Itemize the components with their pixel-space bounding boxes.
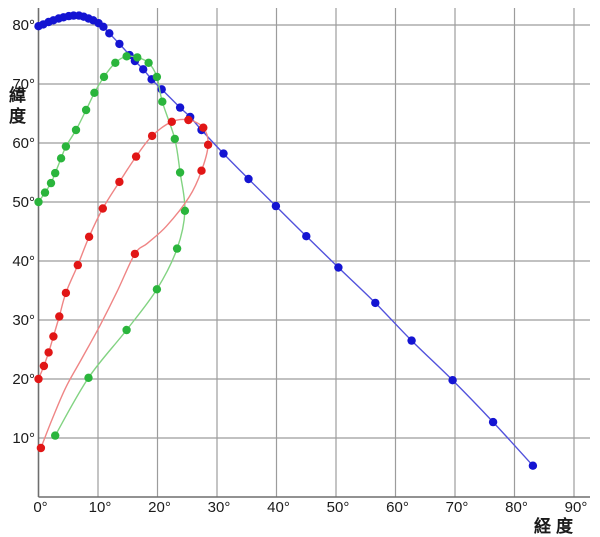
red-track-point xyxy=(44,348,53,357)
x-tick-label: 0° xyxy=(33,499,47,516)
blue-track-point xyxy=(99,22,108,31)
blue-track-point xyxy=(105,29,114,38)
x-tick-label: 60° xyxy=(386,499,409,516)
tick-labels: 0° 10° 20° 30° 40° 50° 60° 70° 80° 90° 10° 20° 30° 40… xyxy=(12,17,587,516)
green-track-point xyxy=(170,134,179,144)
red-track-point xyxy=(147,131,157,141)
x-axis-title: 経度 xyxy=(534,517,578,536)
red-track-point xyxy=(115,177,124,187)
blue-track-line xyxy=(38,14,534,467)
y-axis-title: 緯度 xyxy=(6,86,25,128)
red-track-point xyxy=(197,166,206,175)
blue-track-point xyxy=(115,39,124,49)
red-track-point xyxy=(55,312,64,321)
green-track-point xyxy=(152,285,162,294)
blue-track-point xyxy=(407,336,416,345)
red-track-point xyxy=(130,249,140,259)
red-track-point xyxy=(84,232,94,241)
y-tick-label: 40° xyxy=(12,253,35,270)
red-track-point xyxy=(61,288,71,298)
blue-track-point xyxy=(488,417,498,427)
x-tick-label: 80° xyxy=(505,499,528,516)
green-track-point xyxy=(152,72,162,82)
blue-track-point xyxy=(139,65,148,74)
y-tick-label: 70° xyxy=(12,76,35,93)
red-track-point xyxy=(131,152,141,161)
green-track-point xyxy=(180,206,190,215)
green-track-point xyxy=(122,325,131,335)
red-track-point xyxy=(36,443,46,453)
red-track-point xyxy=(34,374,43,384)
y-tick-label: 80° xyxy=(12,17,35,34)
x-tick-label: 20° xyxy=(148,499,171,516)
green-track-point xyxy=(122,52,131,61)
green-track-point xyxy=(99,72,109,82)
x-tick-label: 30° xyxy=(208,499,231,516)
y-tick-label: 10° xyxy=(12,430,35,447)
x-tick-label: 70° xyxy=(446,499,469,516)
y-tick-label: 20° xyxy=(12,371,35,388)
green-track-point xyxy=(51,431,60,440)
green-track-point xyxy=(56,154,66,163)
blue-track-point xyxy=(302,232,311,241)
red-track-point xyxy=(203,140,213,149)
green-track-point xyxy=(175,168,185,177)
green-track-point xyxy=(158,97,167,106)
green-track-point xyxy=(51,168,60,178)
series-green-track xyxy=(34,52,190,440)
green-track-point xyxy=(61,142,71,151)
blue-track-point xyxy=(448,376,457,385)
x-tick-label: 50° xyxy=(327,499,350,516)
green-track-point xyxy=(71,125,81,135)
red-track-point xyxy=(73,260,83,270)
green-track-point xyxy=(172,244,182,253)
y-tick-label: 60° xyxy=(12,135,35,152)
green-track-point xyxy=(40,188,50,197)
red-track-point xyxy=(167,117,176,127)
blue-track-point xyxy=(334,263,343,272)
blue-track-point xyxy=(271,201,281,211)
blue-track-point xyxy=(528,461,538,470)
x-tick-label: 10° xyxy=(89,499,112,516)
red-track-point xyxy=(49,332,58,341)
series-blue-track xyxy=(34,11,538,470)
blue-track-point xyxy=(219,149,228,158)
red-track-point xyxy=(184,115,193,125)
x-tick-label: 90° xyxy=(565,499,588,516)
green-track-point xyxy=(111,58,120,67)
blue-track-point xyxy=(175,103,185,112)
green-track-point xyxy=(84,373,93,382)
y-tick-label: 50° xyxy=(12,194,35,211)
gridlines xyxy=(37,8,590,498)
green-track-point xyxy=(46,178,56,188)
y-tick-label: 30° xyxy=(12,312,35,329)
blue-track-point xyxy=(371,298,380,308)
red-track-point xyxy=(39,361,49,371)
green-track-point xyxy=(133,53,142,62)
green-track-point xyxy=(90,88,99,98)
green-track-point xyxy=(34,197,43,207)
red-track-point xyxy=(98,204,108,213)
green-track-point xyxy=(81,105,91,115)
series-red-track xyxy=(34,115,213,453)
x-tick-label: 40° xyxy=(267,499,290,516)
red-track-point xyxy=(199,123,208,132)
red-track-line xyxy=(37,118,209,449)
blue-track-point xyxy=(244,174,253,184)
green-track-point xyxy=(144,58,153,67)
